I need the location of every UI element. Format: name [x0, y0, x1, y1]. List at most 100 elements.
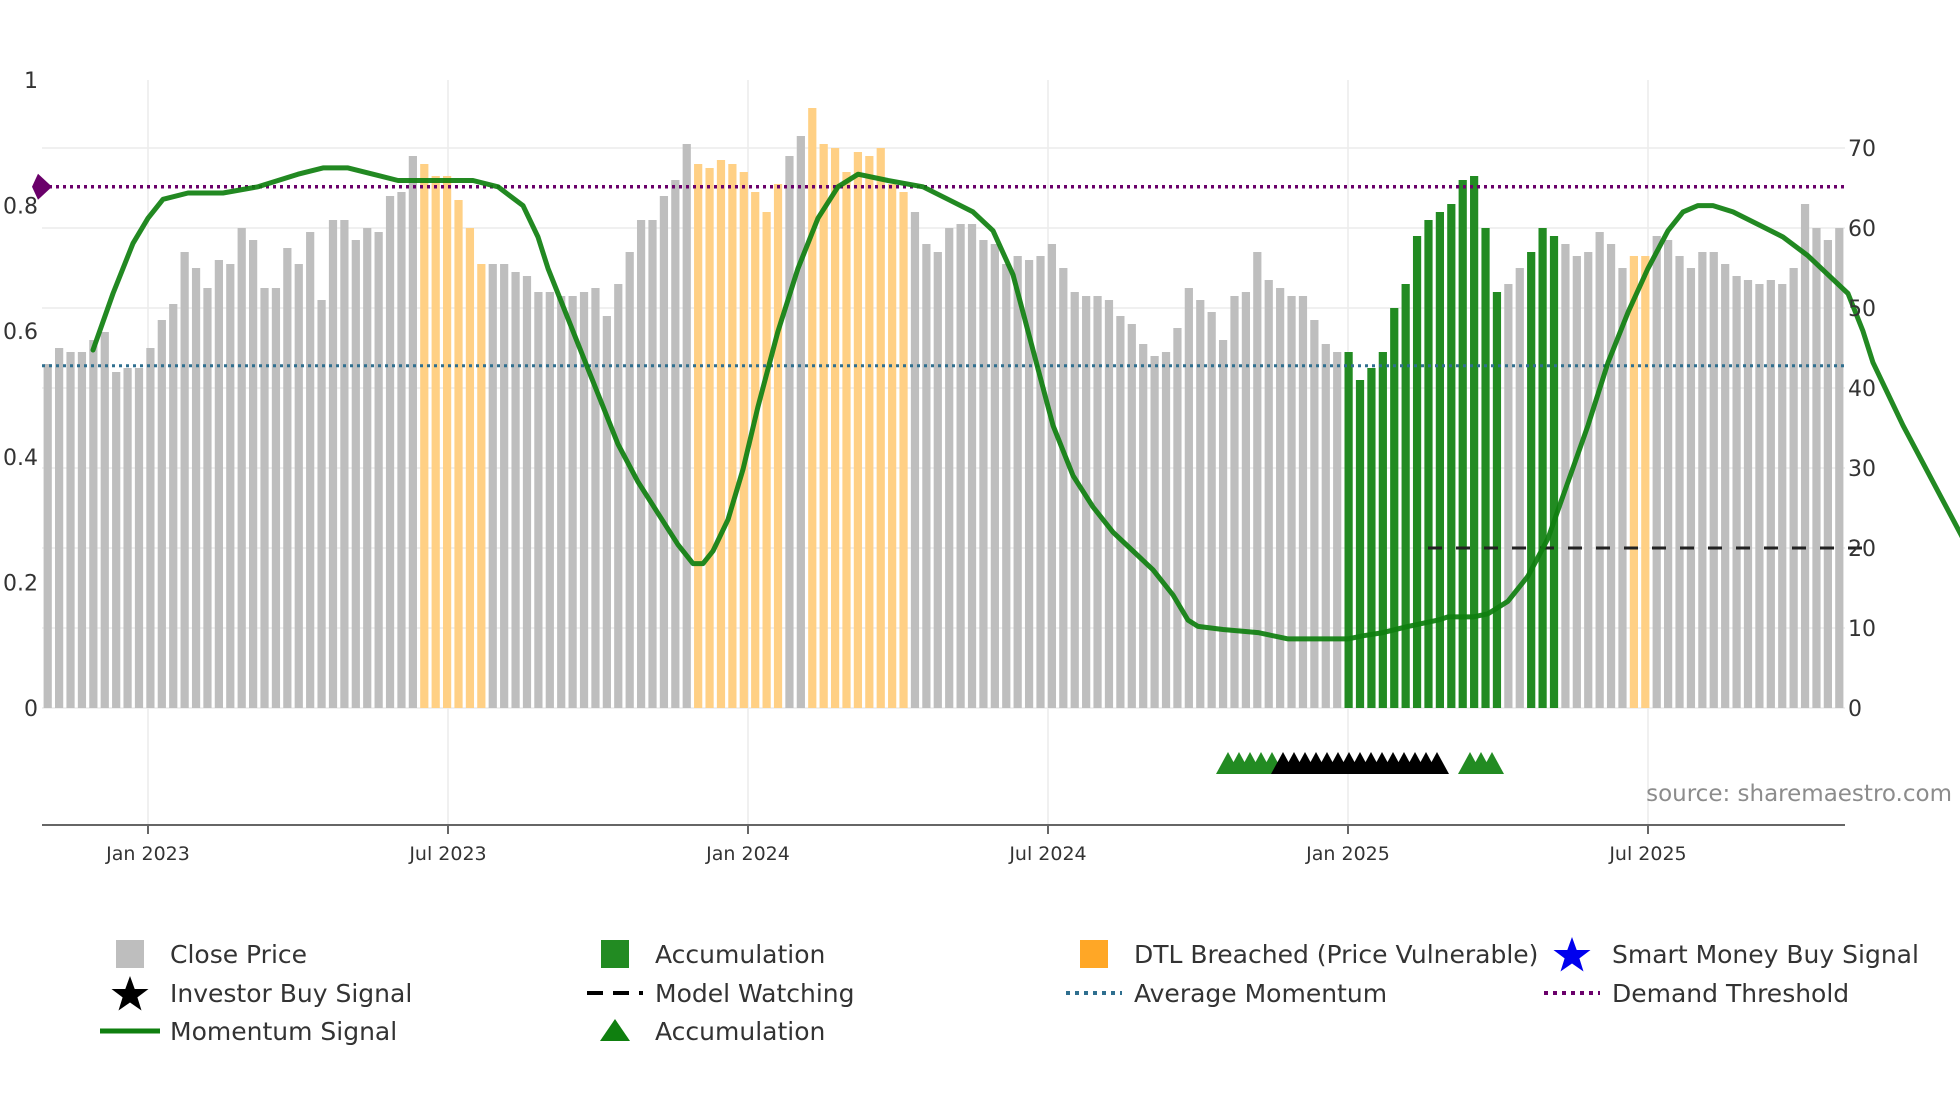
momentum-signal-line — [90, 165, 1960, 642]
close-price-bar — [591, 288, 600, 708]
legend-item-momentum-signal[interactable]: Momentum Signal — [100, 1012, 397, 1050]
close-price-bar — [1698, 252, 1707, 708]
legend-item-demand-threshold[interactable]: Demand Threshold — [1542, 974, 1849, 1012]
close-price-bar — [157, 320, 166, 708]
green-triangle-icon — [585, 1012, 645, 1050]
close-price-bar — [922, 244, 931, 708]
legend-item-smart-money-buy-signal[interactable]: Smart Money Buy Signal — [1542, 935, 1919, 973]
accumulation-bar — [1549, 236, 1559, 708]
close-price-bar — [648, 220, 657, 708]
signal-markers — [1216, 752, 1504, 774]
close-price-bar — [1093, 296, 1102, 708]
close-price-bar — [1732, 276, 1741, 708]
close-price-bar — [100, 332, 109, 708]
dtl-breached-bar — [739, 172, 748, 708]
x-axis-tick-label: Jan 2024 — [705, 843, 790, 865]
dtl-breached-bar — [728, 164, 737, 708]
close-price-bar — [317, 300, 326, 708]
close-price-bar — [249, 240, 258, 708]
close-price-bar — [146, 348, 155, 708]
close-price-bar — [294, 264, 303, 708]
close-price-bar — [226, 264, 235, 708]
close-price-bar — [1686, 268, 1696, 708]
left-axis-tick-label: 0.6 — [3, 320, 38, 345]
close-price-bar — [671, 180, 680, 708]
legend-item-accumulation[interactable]: Accumulation — [585, 935, 825, 973]
close-price-bar — [614, 284, 623, 708]
dtl-breached-bar — [420, 164, 429, 708]
close-price-bar — [579, 292, 589, 708]
close-price-bar — [1709, 252, 1718, 708]
close-price-bar — [1800, 204, 1810, 708]
momentum-signal — [90, 165, 1960, 642]
close-price-bar — [1333, 352, 1342, 708]
x-axis-tick-label: Jan 2023 — [105, 843, 190, 865]
close-price-bar — [1515, 268, 1524, 708]
close-price-bar — [214, 260, 223, 708]
legend-item-investor-buy-signal[interactable]: Investor Buy Signal — [100, 974, 412, 1012]
close-price-bar — [328, 220, 338, 708]
close-price-bar — [1287, 296, 1296, 708]
close-price-bar — [511, 272, 520, 708]
dtl-breached-bar — [465, 228, 475, 708]
close-price-bar — [785, 156, 794, 708]
close-price-bar — [1504, 284, 1513, 708]
legend-item-accumulation-marker[interactable]: Accumulation — [585, 1012, 825, 1050]
dtl-breached-bar — [899, 192, 908, 708]
accumulation-bar — [1390, 308, 1399, 708]
close-price-bar — [1561, 244, 1570, 708]
legend-item-close-price[interactable]: Close Price — [100, 935, 307, 973]
close-price-bar — [374, 232, 383, 708]
close-price-bar — [796, 136, 805, 708]
close-price-bar — [522, 276, 532, 708]
close-price-bar — [134, 368, 144, 708]
blue-star-icon — [1542, 935, 1602, 973]
close-price-bar — [169, 304, 178, 708]
close-price-bar — [990, 244, 999, 708]
dtl-breached-bar — [1641, 256, 1650, 708]
close-price-bar — [557, 296, 566, 708]
close-price-bar — [77, 352, 87, 708]
dtl-breached-bar — [842, 172, 851, 708]
close-price-bar — [1173, 328, 1182, 708]
legend-label: Model Watching — [655, 978, 855, 1008]
legend-label: Close Price — [170, 939, 308, 969]
dtl-breached-bar — [853, 152, 863, 708]
x-axis-tick-label: Jul 2024 — [1008, 843, 1086, 865]
x-axis-tick-label: Jan 2025 — [1305, 843, 1390, 865]
close-price-bar — [1310, 320, 1319, 708]
close-price-bar — [1059, 268, 1068, 708]
close-price-bar — [43, 364, 52, 708]
close-price-bar — [1778, 284, 1787, 708]
accumulation-marker — [1480, 752, 1504, 774]
close-price-bar — [1207, 312, 1216, 708]
right-axis-tick-label: 10 — [1848, 617, 1876, 642]
purple-dotted-line-swatch — [1542, 974, 1602, 1012]
legend-item-model-watching[interactable]: Model Watching — [585, 974, 855, 1012]
dtl-breached-bar — [442, 176, 452, 708]
dtl-breached-bar — [830, 148, 840, 708]
right-axis-tick-label: 70 — [1848, 137, 1876, 162]
close-price-bar — [237, 228, 246, 708]
close-price-bar — [66, 352, 75, 708]
close-price-bar — [351, 240, 360, 708]
right-axis-tick-label: 30 — [1848, 457, 1876, 482]
close-price-bar — [1298, 296, 1308, 708]
dtl-breached-bar — [876, 148, 885, 708]
dtl-breached-bar — [454, 200, 463, 708]
legend-item-dtl-breached[interactable]: DTL Breached (Price Vulnerable) — [1064, 935, 1538, 973]
close-price-bar — [945, 228, 954, 708]
close-price-bar — [203, 288, 212, 708]
close-price-bar — [260, 288, 269, 708]
close-price-bar — [1047, 244, 1057, 708]
accumulation-bar — [1447, 204, 1456, 708]
close-price-bar — [123, 368, 132, 708]
legend-item-average-momentum[interactable]: Average Momentum — [1064, 974, 1387, 1012]
close-price-bar — [191, 268, 201, 708]
close-price-bar — [1150, 356, 1159, 708]
dashed-line-swatch — [585, 974, 645, 1012]
close-price-bar — [933, 252, 942, 708]
investor-buy-marker — [1425, 752, 1449, 774]
close-price-bar — [1321, 344, 1330, 708]
